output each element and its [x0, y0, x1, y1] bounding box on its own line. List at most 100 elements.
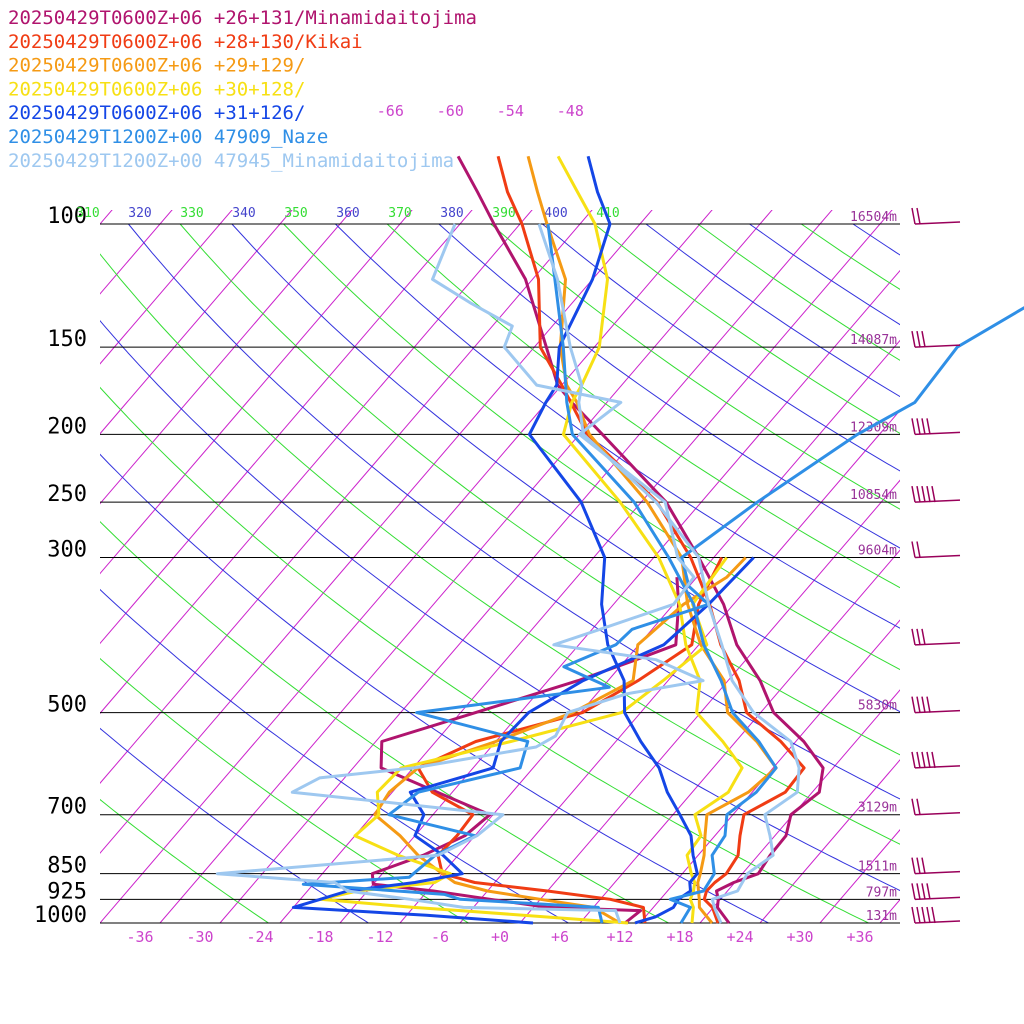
theta-label: 350	[284, 206, 307, 221]
wind-barb-flag	[916, 798, 921, 815]
isotherm-line	[639, 619, 900, 923]
wind-barb-flag	[911, 207, 916, 225]
isotherm-line	[219, 210, 833, 923]
height-label: 9604m	[858, 544, 897, 559]
wind-barb-staff	[914, 344, 961, 348]
wind-barb-flag	[916, 628, 921, 645]
wind-barb-flag	[926, 486, 931, 503]
theta-line	[100, 453, 769, 923]
pressure-label: 150	[47, 327, 87, 352]
wind-barb-staff	[914, 431, 961, 436]
wind-barb-flag	[916, 541, 921, 558]
theta-label: 320	[128, 206, 151, 221]
theta-label: 410	[596, 206, 619, 221]
upper-temperature-tick-label: -60	[437, 102, 464, 120]
wind-barb-flag	[926, 696, 931, 713]
wind-barb-flag	[911, 857, 916, 874]
height-label: 16504m	[850, 210, 897, 225]
temperature-tick-label: +18	[666, 928, 693, 946]
wind-barb-flag	[911, 883, 916, 900]
dewpoint-line	[318, 556, 728, 925]
isotherm-line	[519, 479, 900, 923]
wind-barb-staff	[914, 221, 961, 225]
pressure-label: 700	[47, 795, 87, 820]
theta-label: 340	[232, 206, 255, 221]
dewpoint-line	[373, 556, 747, 925]
wind-barb-staff	[914, 499, 961, 503]
wind-barb	[911, 798, 961, 816]
pressure-label: 300	[47, 538, 87, 563]
isobar-lines	[100, 223, 900, 924]
wind-barbs	[911, 207, 961, 924]
wind-barb-flag	[921, 418, 926, 435]
legend-entry: 20250429T0600Z+06 +28+130/Kikai	[8, 31, 363, 53]
wind-barb-staff	[914, 870, 961, 875]
isotherm-line	[100, 210, 653, 854]
wind-barb-flag	[911, 751, 916, 769]
temperature-tick-label: +24	[726, 928, 753, 946]
wind-barb-flag	[921, 486, 926, 503]
wind-barb	[911, 906, 961, 924]
isotherm-line	[100, 210, 593, 784]
theta-line	[852, 223, 900, 256]
height-label: 797m	[866, 885, 897, 900]
upper-temperature-tick-label: -48	[557, 102, 584, 120]
wind-barb	[911, 628, 961, 646]
pressure-label: 100	[47, 204, 87, 229]
temperature-tick-label: -36	[126, 928, 153, 946]
temperature-tick-label: -12	[366, 928, 393, 946]
wind-barb-flag	[911, 418, 916, 435]
sounding-series	[215, 155, 1024, 925]
height-label: 10854m	[850, 488, 897, 503]
theta-line	[905, 224, 1024, 923]
isotherm-line	[100, 210, 473, 645]
wind-barb-flag	[921, 751, 926, 769]
isotherm-line	[459, 409, 900, 923]
wind-barb-flag	[926, 418, 931, 435]
pressure-label: 250	[47, 482, 87, 507]
temperature-tick-label: -6	[431, 928, 449, 946]
wind-barb-flag	[931, 751, 936, 769]
wind-barb-staff	[914, 765, 961, 769]
wind-barb-flag	[911, 486, 916, 503]
isotherm-line	[100, 210, 413, 575]
height-labels: 16504m14087m12309m10854m9604m5830m3129m1…	[850, 210, 897, 924]
height-label: 3129m	[858, 801, 897, 816]
legend-entry: 20250429T0600Z+06 +30+128/	[8, 78, 305, 100]
pressure-label: 500	[47, 693, 87, 718]
temperature-tick-label: +36	[846, 928, 873, 946]
wind-barb-flag	[916, 207, 921, 225]
wind-barb-flag	[926, 751, 931, 769]
legend-entry: 20250429T1200Z+00 47945_Minamidaitojima	[8, 150, 454, 172]
theta-line	[100, 798, 269, 923]
legend: 20250429T0600Z+06 +26+131/Minamidaitojim…	[8, 7, 477, 172]
isotherm-line	[759, 759, 900, 923]
wind-barb-flag	[916, 418, 921, 435]
legend-entry: 20250429T0600Z+06 +29+129/	[8, 55, 305, 77]
legend-entry: 20250429T0600Z+06 +31+126/	[8, 102, 305, 124]
isotherm-lines	[0, 208, 900, 923]
theta-label: 370	[388, 206, 411, 221]
wind-barb-flag	[921, 628, 926, 645]
isotherm-line	[0, 208, 53, 923]
height-label: 131m	[866, 909, 897, 924]
isotherm-line	[100, 210, 233, 365]
wind-barb-flag	[916, 696, 921, 713]
wind-barb-flag	[931, 906, 936, 924]
wind-barb-flag	[911, 330, 916, 348]
wind-barb-staff	[914, 896, 961, 901]
theta-label: 380	[440, 206, 463, 221]
pressure-label: 850	[47, 854, 87, 879]
wind-barb-staff	[914, 920, 961, 924]
dewpoint-line	[215, 223, 705, 924]
temperature-tick-label: +6	[551, 928, 569, 946]
theta-line	[231, 223, 900, 713]
theta-line	[335, 223, 900, 629]
wind-barb	[911, 207, 961, 225]
temperature-line	[556, 155, 744, 924]
wind-barb	[911, 418, 961, 436]
isotherm-line	[579, 549, 900, 923]
wind-barb	[911, 330, 961, 348]
theta-label: 310	[76, 206, 99, 221]
temperature-tick-label: +0	[491, 928, 509, 946]
